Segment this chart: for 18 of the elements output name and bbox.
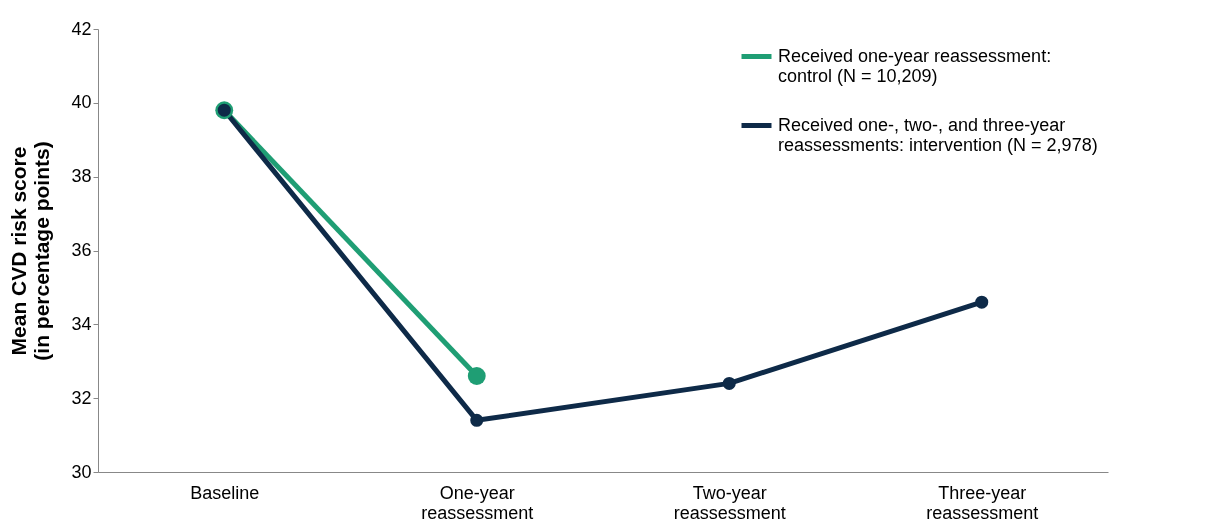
y-tick-label: 30 xyxy=(71,461,92,482)
y-tick-label: 34 xyxy=(71,313,92,334)
y-tick-label: 42 xyxy=(71,18,92,39)
x-tick-label: Baseline xyxy=(190,482,260,503)
y-tick-label: 32 xyxy=(71,387,92,408)
y-axis-title: Mean CVD risk score (in percentage points) xyxy=(7,141,54,361)
x-tick-label: One-year reassessment xyxy=(421,482,534,523)
point xyxy=(722,376,736,390)
y-tick-label: 38 xyxy=(71,166,92,187)
y-tick-label: 36 xyxy=(71,240,92,260)
y-tick-label: 40 xyxy=(71,92,92,113)
point xyxy=(470,413,484,427)
legend-label: Received one-, two-, and three-year reassessments: intervention (N = 2,978) xyxy=(778,114,1098,155)
point xyxy=(467,367,486,385)
x-tick-label: Two-year reassessment xyxy=(673,482,786,523)
legend-label: Received one-year reassessment: control (N = 10,209) xyxy=(778,45,1052,86)
x-tick-label: Three-year reassessment xyxy=(926,482,1039,523)
point xyxy=(975,295,989,309)
